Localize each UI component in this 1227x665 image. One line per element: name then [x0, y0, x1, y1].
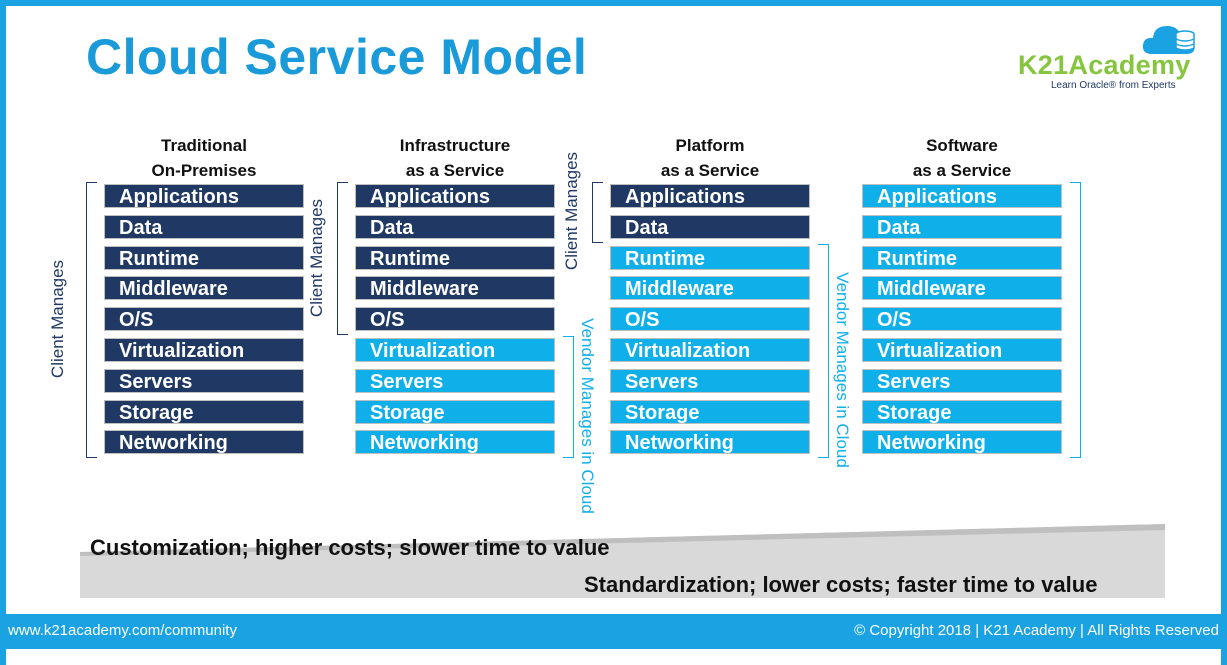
- client-manages-label: Client Manages: [307, 198, 326, 317]
- layer-data: Data: [862, 214, 1062, 239]
- client-manages-label: Client Manages: [562, 152, 581, 271]
- logo-tagline: Learn Oracle® from Experts: [1051, 80, 1176, 91]
- layer-networking: Networking: [355, 430, 555, 455]
- layer-os: O/S: [355, 307, 555, 332]
- layer-os: O/S: [862, 307, 1062, 332]
- vendor-bracket: [818, 243, 829, 459]
- column-heading-line: as a Service: [405, 161, 505, 180]
- vendor-bracket: [563, 336, 574, 459]
- column-heading-line: as a Service: [660, 161, 760, 180]
- layer-applications: Applications: [862, 184, 1062, 208]
- scale-bottom-label: Standardization; lower costs; faster tim…: [584, 572, 1098, 597]
- column-heading-line: Software: [926, 136, 998, 155]
- column-heading-line: On-Premises: [151, 161, 257, 180]
- layer-runtime: Runtime: [610, 245, 810, 270]
- layer-virtualization: Virtualization: [355, 338, 555, 362]
- layer-applications: Applications: [610, 184, 810, 208]
- footer: www.k21academy.com/community © Copyright…: [0, 614, 1227, 649]
- layer-storage: Storage: [104, 399, 304, 424]
- layer-os: O/S: [610, 307, 810, 332]
- scale-wedge: [80, 524, 1165, 598]
- client-bracket: [592, 182, 603, 243]
- logo: K21Academy Learn Oracle® from Experts: [1015, 18, 1215, 98]
- cloud-database-icon: [1142, 26, 1195, 54]
- column-heading: Traditional On-Premises: [104, 133, 304, 183]
- page-title: Cloud Service Model: [86, 29, 588, 85]
- vendor-bracket: [1070, 182, 1081, 459]
- layer-networking: Networking: [104, 430, 304, 455]
- scale-top-label: Customization; higher costs; slower time…: [90, 535, 610, 560]
- layer-servers: Servers: [862, 368, 1062, 393]
- layer-applications: Applications: [104, 184, 304, 208]
- client-bracket: [86, 182, 97, 459]
- layer-virtualization: Virtualization: [104, 338, 304, 362]
- column-heading: Software as a Service: [862, 133, 1062, 183]
- layer-networking: Networking: [862, 430, 1062, 455]
- layer-middleware: Middleware: [104, 276, 304, 301]
- client-manages-label: Client Manages: [48, 260, 67, 379]
- layer-middleware: Middleware: [610, 276, 810, 301]
- vendor-manages-label: Vendor Manages in Cloud: [833, 272, 852, 468]
- layer-virtualization: Virtualization: [862, 338, 1062, 362]
- vendor-manages-label: Vendor Manages in Cloud: [578, 318, 597, 514]
- layer-servers: Servers: [104, 368, 304, 393]
- logo-name: K21Academy: [1018, 50, 1191, 80]
- layer-storage: Storage: [355, 399, 555, 424]
- client-bracket: [337, 182, 348, 336]
- column-heading: Platform as a Service: [610, 133, 810, 183]
- layer-os: O/S: [104, 307, 304, 332]
- layer-applications: Applications: [355, 184, 555, 208]
- layer-middleware: Middleware: [862, 276, 1062, 301]
- column-heading-line: Traditional: [161, 136, 247, 155]
- layer-storage: Storage: [862, 399, 1062, 424]
- layer-data: Data: [355, 214, 555, 239]
- layer-runtime: Runtime: [862, 245, 1062, 270]
- layer-networking: Networking: [610, 430, 810, 455]
- layer-virtualization: Virtualization: [610, 338, 810, 362]
- column-heading-line: Infrastructure: [399, 136, 511, 155]
- layer-runtime: Runtime: [104, 245, 304, 270]
- layer-data: Data: [610, 214, 810, 239]
- layer-data: Data: [104, 214, 304, 239]
- layer-middleware: Middleware: [355, 276, 555, 301]
- layer-servers: Servers: [355, 368, 555, 393]
- column-heading-line: as a Service: [912, 161, 1012, 180]
- column-heading: Infrastructure as a Service: [355, 133, 555, 183]
- layer-storage: Storage: [610, 399, 810, 424]
- layer-servers: Servers: [610, 368, 810, 393]
- layer-runtime: Runtime: [355, 245, 555, 270]
- footer-copyright: © Copyright 2018 | K21 Academy | All Rig…: [854, 622, 1219, 639]
- footer-website[interactable]: www.k21academy.com/community: [8, 622, 237, 639]
- column-heading-line: Platform: [675, 136, 745, 155]
